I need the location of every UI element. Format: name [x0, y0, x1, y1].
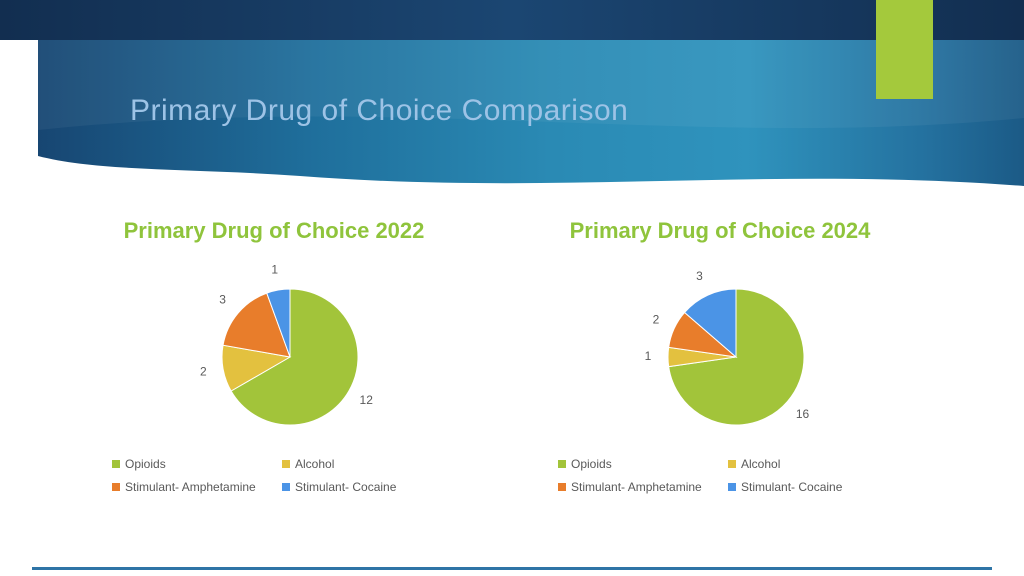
- legend-2022: Opioids Alcohol Stimulant- Amphetamine S…: [96, 457, 452, 494]
- legend-swatch-stimulant-amphetamine: [112, 483, 120, 491]
- legend-swatch-alcohol: [282, 460, 290, 468]
- chart-section-2022: Primary Drug of Choice 2022 12 2 3 1 Opioid…: [58, 218, 490, 494]
- pie-data-label: 16: [796, 407, 810, 421]
- pie-data-label: 1: [271, 263, 278, 277]
- charts-area: Primary Drug of Choice 2022 12 2 3 1 Opioid…: [58, 218, 936, 494]
- header-banner-sheen: [38, 40, 1024, 130]
- pie-slice-stimulant-cocaine: [266, 288, 291, 358]
- pie-data-label: 3: [219, 293, 226, 307]
- legend-item-alcohol: Alcohol: [282, 457, 452, 471]
- accent-rectangle: [876, 0, 933, 99]
- pie-data-label: 12: [360, 393, 374, 407]
- pie-slice-opioids: [230, 288, 359, 426]
- legend-swatch-opioids: [112, 460, 120, 468]
- legend-2024: Opioids Alcohol Stimulant- Amphetamine S…: [542, 457, 898, 494]
- legend-label-alcohol: Alcohol: [295, 457, 335, 471]
- header-top-strip: [0, 0, 1024, 40]
- header-banner-shape: [38, 40, 1024, 186]
- legend-item-opioids: Opioids: [558, 457, 728, 471]
- legend-item-stimulant-cocaine: Stimulant- Cocaine: [728, 480, 898, 494]
- pie-chart-2024: 16 1 2 3: [645, 269, 810, 426]
- pie-data-label: 3: [696, 269, 703, 283]
- legend-swatch-alcohol: [728, 460, 736, 468]
- legend-item-stimulant-amphetamine: Stimulant- Amphetamine: [112, 480, 282, 494]
- legend-item-alcohol: Alcohol: [728, 457, 898, 471]
- legend-label-stimulant-cocaine: Stimulant- Cocaine: [295, 480, 397, 494]
- legend-label-stimulant-amphetamine: Stimulant- Amphetamine: [571, 480, 702, 494]
- header-banner-graphic: [0, 0, 1024, 186]
- slide-title: Primary Drug of Choice Comparison: [130, 94, 629, 127]
- legend-item-opioids: Opioids: [112, 457, 282, 471]
- pie-data-label: 2: [200, 364, 207, 378]
- legend-item-stimulant-cocaine: Stimulant- Cocaine: [282, 480, 452, 494]
- chart-title-2022: Primary Drug of Choice 2022: [123, 218, 425, 243]
- legend-swatch-stimulant-cocaine: [282, 483, 290, 491]
- legend-swatch-stimulant-amphetamine: [558, 483, 566, 491]
- legend-label-alcohol: Alcohol: [741, 457, 781, 471]
- legend-label-opioids: Opioids: [571, 457, 612, 471]
- pie-slice-stimulant-cocaine: [683, 288, 737, 359]
- bottom-accent-line: [32, 567, 992, 570]
- pie-data-label: 2: [653, 313, 660, 327]
- slide-header: Primary Drug of Choice Comparison: [0, 0, 1024, 200]
- legend-swatch-stimulant-cocaine: [728, 483, 736, 491]
- chart-title-2024: Primary Drug of Choice 2024: [569, 218, 871, 243]
- pie-chart-2022: 12 2 3 1: [200, 263, 374, 426]
- pie-slice-stimulant-amphetamine: [222, 292, 291, 358]
- legend-item-stimulant-amphetamine: Stimulant- Amphetamine: [558, 480, 728, 494]
- pie-data-label: 1: [645, 349, 652, 363]
- legend-swatch-opioids: [558, 460, 566, 468]
- legend-label-stimulant-amphetamine: Stimulant- Amphetamine: [125, 480, 256, 494]
- legend-label-opioids: Opioids: [125, 457, 166, 471]
- chart-section-2024: Primary Drug of Choice 2024 16 1 2 3 Opioid…: [504, 218, 936, 494]
- legend-label-stimulant-cocaine: Stimulant- Cocaine: [741, 480, 843, 494]
